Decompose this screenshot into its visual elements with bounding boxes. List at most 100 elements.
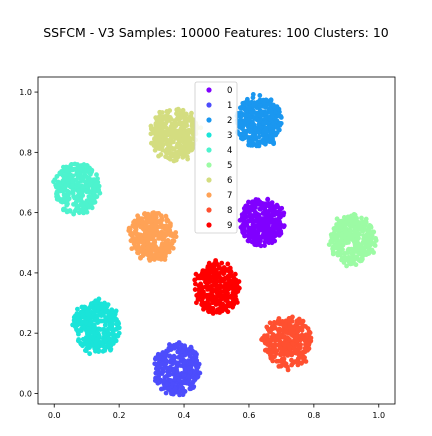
legend-marker bbox=[206, 117, 212, 123]
data-point bbox=[236, 285, 242, 291]
data-point bbox=[245, 228, 251, 234]
data-point bbox=[186, 136, 192, 142]
data-point bbox=[345, 236, 351, 242]
data-point bbox=[364, 231, 370, 237]
data-point bbox=[243, 108, 249, 114]
data-point bbox=[281, 224, 287, 230]
data-point bbox=[268, 236, 273, 241]
series-4 bbox=[51, 161, 103, 217]
data-point bbox=[231, 286, 237, 292]
data-point bbox=[283, 318, 289, 324]
data-point bbox=[231, 278, 237, 284]
data-point bbox=[302, 336, 308, 342]
data-point bbox=[248, 142, 254, 148]
data-point bbox=[290, 314, 295, 320]
data-point bbox=[175, 360, 181, 366]
data-point bbox=[86, 326, 92, 332]
legend-marker bbox=[206, 147, 212, 153]
data-point bbox=[196, 294, 202, 300]
data-point bbox=[159, 110, 165, 115]
data-point bbox=[80, 193, 86, 198]
data-point bbox=[87, 178, 93, 184]
data-point bbox=[167, 372, 173, 378]
data-point bbox=[61, 192, 67, 198]
data-point bbox=[344, 263, 349, 269]
data-point bbox=[347, 227, 353, 233]
data-point bbox=[274, 130, 280, 135]
data-point bbox=[147, 242, 153, 248]
data-point bbox=[156, 218, 162, 224]
data-point bbox=[78, 341, 84, 347]
data-point bbox=[94, 172, 99, 178]
data-point bbox=[132, 219, 138, 224]
data-point bbox=[173, 123, 179, 129]
data-point bbox=[239, 126, 245, 132]
data-point bbox=[241, 214, 247, 220]
data-point bbox=[72, 161, 78, 167]
data-point bbox=[284, 335, 290, 340]
data-point bbox=[160, 241, 165, 246]
data-point bbox=[352, 229, 357, 235]
data-point bbox=[263, 201, 268, 207]
data-point bbox=[350, 221, 356, 227]
data-point bbox=[308, 335, 314, 341]
data-point bbox=[180, 125, 186, 131]
data-point bbox=[278, 332, 284, 338]
data-point bbox=[271, 139, 276, 145]
data-point bbox=[270, 210, 276, 216]
data-point bbox=[262, 120, 268, 126]
data-point bbox=[368, 242, 374, 247]
data-point bbox=[256, 139, 261, 145]
data-point bbox=[251, 238, 257, 244]
data-point bbox=[223, 286, 229, 291]
data-point bbox=[361, 219, 366, 225]
x-tick-label: 0.2 bbox=[113, 411, 126, 420]
data-point bbox=[64, 168, 70, 174]
data-point bbox=[373, 235, 378, 241]
data-point bbox=[271, 343, 277, 348]
data-point bbox=[263, 115, 269, 121]
data-point bbox=[251, 103, 256, 109]
data-point bbox=[160, 236, 165, 242]
data-point bbox=[163, 239, 169, 244]
data-point bbox=[91, 306, 97, 312]
data-point bbox=[166, 353, 172, 359]
data-point bbox=[350, 247, 356, 252]
data-point bbox=[305, 326, 311, 331]
data-point bbox=[180, 348, 186, 354]
x-tick-label: 0.0 bbox=[48, 411, 61, 420]
data-point bbox=[361, 245, 367, 251]
data-point bbox=[199, 302, 205, 307]
data-point bbox=[185, 115, 191, 121]
data-point bbox=[368, 248, 374, 254]
data-point bbox=[253, 210, 259, 216]
data-point bbox=[167, 230, 173, 236]
data-point bbox=[272, 233, 278, 239]
data-point bbox=[82, 200, 88, 206]
data-point bbox=[264, 347, 270, 353]
data-point bbox=[216, 274, 222, 279]
data-point bbox=[168, 139, 174, 145]
data-point bbox=[299, 354, 305, 360]
data-point bbox=[340, 242, 346, 248]
data-point bbox=[181, 373, 187, 378]
data-point bbox=[276, 224, 282, 229]
data-point bbox=[268, 127, 274, 133]
data-point bbox=[158, 213, 164, 218]
data-point bbox=[213, 301, 219, 307]
series-1 bbox=[152, 340, 203, 398]
data-point bbox=[191, 349, 196, 355]
data-point bbox=[61, 176, 67, 182]
data-point bbox=[103, 318, 109, 324]
data-point bbox=[256, 240, 262, 246]
legend-marker bbox=[206, 102, 212, 108]
legend-marker bbox=[206, 132, 212, 138]
data-point bbox=[268, 109, 274, 115]
data-point bbox=[133, 246, 139, 252]
data-point bbox=[88, 301, 94, 307]
points-layer bbox=[51, 92, 379, 398]
data-point bbox=[193, 271, 199, 277]
data-point bbox=[110, 330, 116, 336]
y-tick-label: 1.0 bbox=[19, 88, 32, 97]
data-point bbox=[115, 333, 121, 339]
